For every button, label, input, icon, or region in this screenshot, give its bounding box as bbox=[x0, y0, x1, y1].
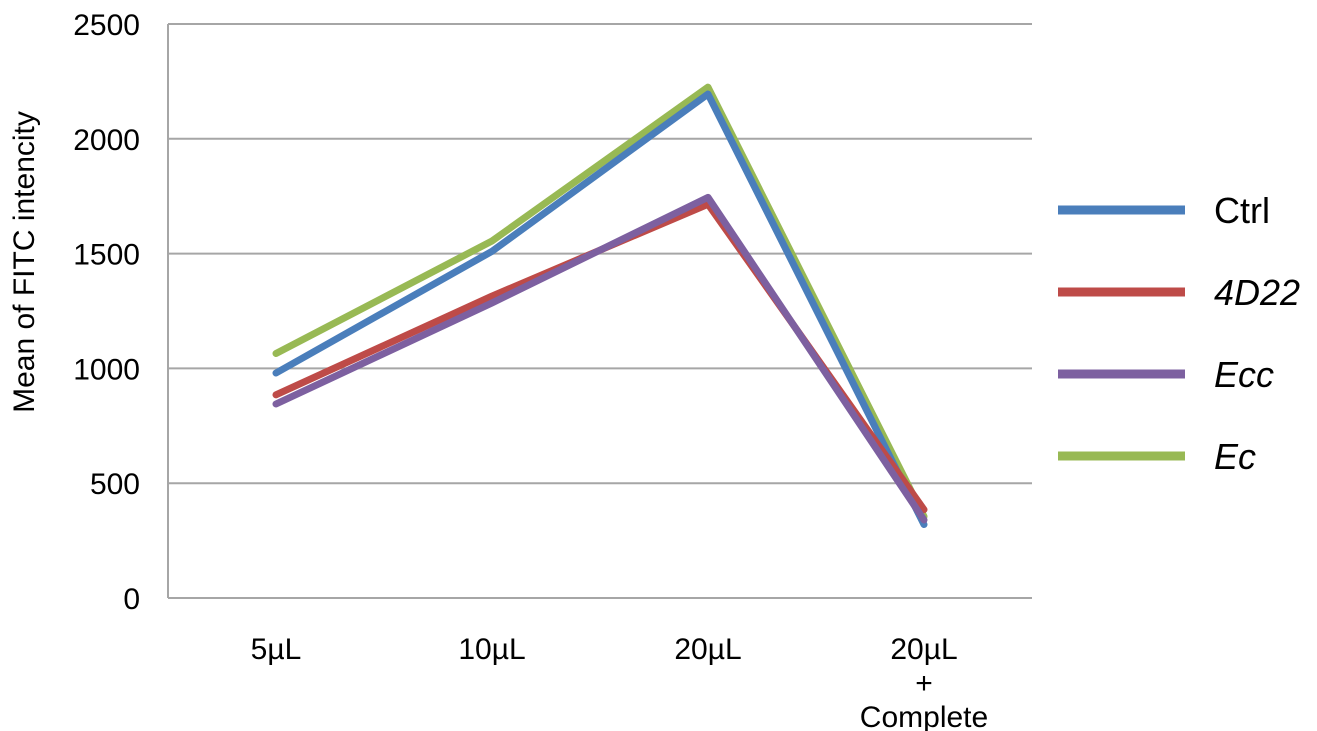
legend-label: 4D22 bbox=[1214, 272, 1300, 313]
y-tick-label: 1500 bbox=[73, 239, 140, 272]
x-tick-label-line: 10µL bbox=[458, 633, 525, 666]
y-tick-label: 1000 bbox=[73, 353, 140, 386]
x-tick-label-line: 5µL bbox=[251, 633, 302, 666]
y-tick-label: 2500 bbox=[73, 9, 140, 42]
y-tick-label: 0 bbox=[123, 583, 140, 616]
axes bbox=[167, 24, 1032, 599]
series-line-ecc bbox=[272, 193, 928, 524]
legend-label: Ctrl bbox=[1214, 190, 1270, 231]
x-tick-labels: 5µL 10µL 20µL 20µL + Complete bbox=[251, 633, 989, 731]
series-line-ctrl bbox=[272, 90, 928, 529]
x-tick-label-line: + bbox=[915, 667, 933, 700]
series-line-ec bbox=[272, 83, 928, 520]
x-tick-label: 20µL + Complete bbox=[860, 633, 988, 731]
x-tick-label-line: 20µL bbox=[674, 633, 741, 666]
x-tick-label-line: 20µL bbox=[890, 633, 957, 666]
x-tick-label: 20µL bbox=[674, 633, 741, 666]
x-tick-label-line: Complete bbox=[860, 701, 988, 731]
y-axis-title: Mean of FITC intencity bbox=[8, 111, 41, 413]
series-lines bbox=[272, 83, 928, 529]
legend: Ctrl 4D22 Ecc Ec bbox=[1058, 190, 1300, 477]
legend-label: Ec bbox=[1214, 436, 1256, 477]
x-tick-label: 5µL bbox=[251, 633, 302, 666]
y-tick-labels: 0 500 1000 1500 2000 2500 bbox=[73, 9, 140, 616]
y-tick-label: 2000 bbox=[73, 124, 140, 157]
y-tick-label: 500 bbox=[90, 468, 140, 501]
legend-label: Ecc bbox=[1214, 354, 1274, 395]
x-tick-label: 10µL bbox=[458, 633, 525, 666]
